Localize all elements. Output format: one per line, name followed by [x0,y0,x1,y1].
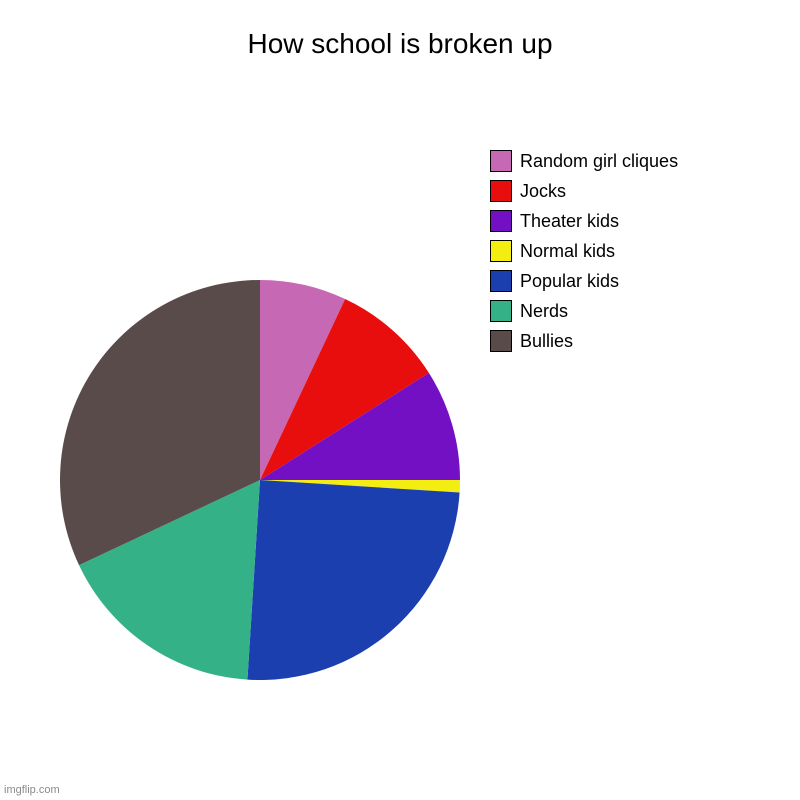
legend-label: Nerds [520,301,568,322]
pie-svg [58,278,462,682]
legend-item: Bullies [490,330,678,352]
legend-label: Popular kids [520,271,619,292]
legend-item: Jocks [490,180,678,202]
legend-item: Random girl cliques [490,150,678,172]
legend-label: Random girl cliques [520,151,678,172]
legend-label: Theater kids [520,211,619,232]
legend-swatch [490,330,512,352]
pie-slice [247,480,459,680]
legend-item: Popular kids [490,270,678,292]
legend-swatch [490,210,512,232]
legend: Random girl cliques Jocks Theater kids Norm… [490,150,678,360]
legend-label: Bullies [520,331,573,352]
chart-title: How school is broken up [0,28,800,60]
legend-item: Normal kids [490,240,678,262]
legend-label: Normal kids [520,241,615,262]
legend-swatch [490,300,512,322]
legend-item: Nerds [490,300,678,322]
legend-swatch [490,240,512,262]
legend-swatch [490,180,512,202]
legend-swatch [490,150,512,172]
pie-chart [58,278,462,687]
legend-item: Theater kids [490,210,678,232]
legend-label: Jocks [520,181,566,202]
watermark: imgflip.com [4,784,60,796]
legend-swatch [490,270,512,292]
